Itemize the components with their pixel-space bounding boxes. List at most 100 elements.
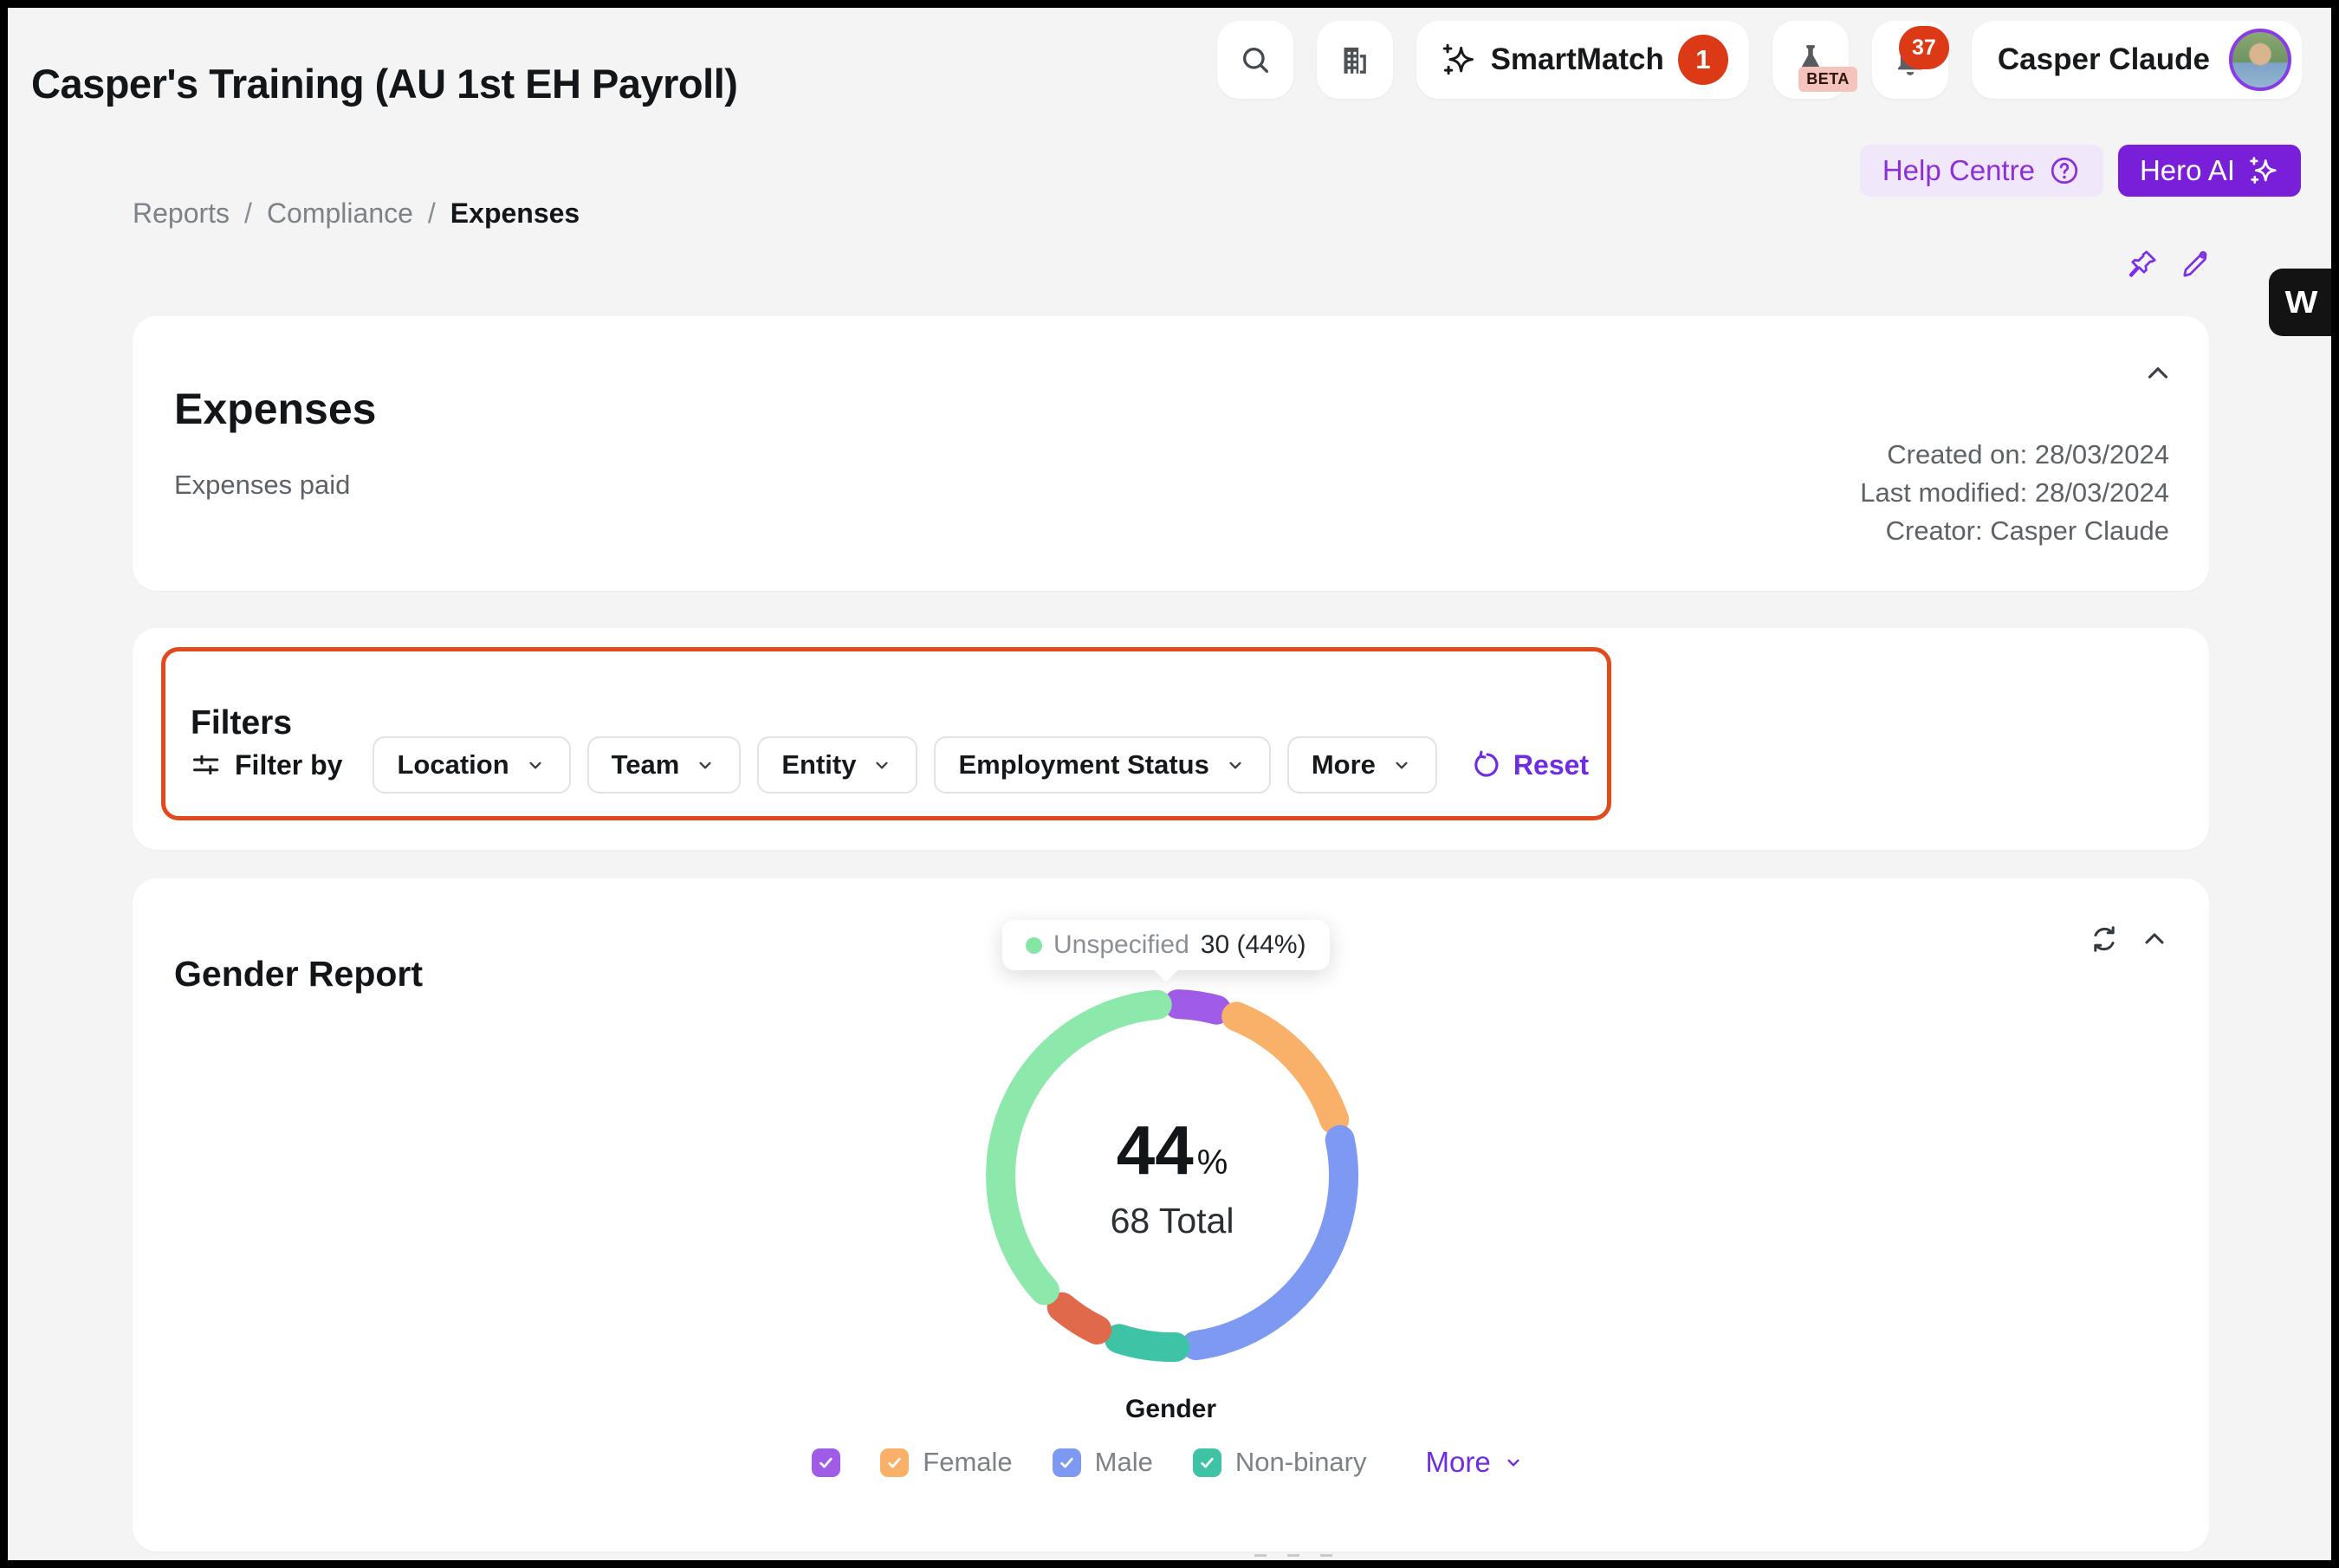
created-on-text: Created on: 28/03/2024	[1860, 436, 2169, 474]
breadcrumb-item-reports[interactable]: Reports	[133, 198, 230, 230]
legend-item-male[interactable]: Male	[1053, 1447, 1153, 1478]
filter-dropdowns: Location Team Entity Employment Status More	[373, 736, 1453, 794]
filter-dropdown-team[interactable]: Team	[587, 736, 742, 794]
chart-tooltip: Unspecified 30 (44%)	[1002, 920, 1330, 970]
gender-report-title: Gender Report	[174, 954, 423, 995]
hero-ai-label: Hero AI	[2140, 154, 2235, 187]
notification-badge: 37	[1899, 26, 1949, 69]
legend-more-label: More	[1426, 1446, 1491, 1479]
collapse-expenses-button[interactable]	[2136, 356, 2171, 391]
dropdown-label: Location	[397, 749, 509, 781]
legend-checkbox[interactable]	[880, 1448, 909, 1477]
donut-segment-unlabeled[interactable]	[1062, 1307, 1098, 1330]
gender-card-tools	[2088, 923, 2171, 956]
smartmatch-label: SmartMatch	[1491, 42, 1664, 77]
filters-card: Filters Filter by LocationTeamEntityEmpl…	[133, 628, 2209, 850]
question-circle-icon	[2048, 154, 2081, 187]
filter-dropdown-entity[interactable]: Entity	[757, 736, 917, 794]
expenses-card: Expenses Expenses paid Created on: 28/03…	[133, 316, 2209, 591]
filter-dropdown-more[interactable]: More	[1287, 736, 1437, 794]
legend-item-unlabeled[interactable]	[812, 1448, 840, 1477]
filter-dropdown-employment-status[interactable]: Employment Status	[934, 736, 1270, 794]
reset-icon	[1473, 750, 1502, 780]
chevron-down-icon	[871, 754, 893, 776]
expenses-title: Expenses	[174, 384, 376, 434]
sliders-icon	[191, 749, 222, 781]
reset-label: Reset	[1513, 749, 1589, 781]
tooltip-dot	[1026, 937, 1042, 954]
chart-legend: Female Male Non-binary More	[133, 1445, 2209, 1480]
breadcrumb-item-compliance[interactable]: Compliance	[267, 198, 413, 230]
building-icon	[1338, 42, 1372, 77]
report-meta: Created on: 28/03/2024 Last modified: 28…	[1860, 436, 2169, 550]
help-centre-button[interactable]: Help Centre	[1860, 145, 2103, 197]
page-title: Casper's Training (AU 1st EH Payroll)	[31, 60, 737, 107]
legend-label: Female	[923, 1447, 1012, 1478]
profile-name: Casper Claude	[1998, 42, 2210, 77]
legend-checkbox[interactable]	[1053, 1448, 1081, 1477]
chevron-down-icon	[1390, 754, 1413, 776]
chevron-down-icon	[524, 754, 547, 776]
labs-button[interactable]: BETA	[1772, 21, 1849, 99]
chevron-down-icon	[1502, 1451, 1525, 1474]
page: { "app": { "title": "Casper's Training (…	[0, 0, 2339, 1568]
last-modified-text: Last modified: 28/03/2024	[1860, 474, 2169, 512]
donut-segment-female[interactable]	[1236, 1016, 1334, 1119]
donut-segment-unspecified[interactable]	[1001, 1005, 1157, 1291]
pin-button[interactable]	[2126, 248, 2159, 281]
gender-donut-chart[interactable]	[969, 972, 1376, 1379]
donut-segment-non-binary[interactable]	[1119, 1338, 1176, 1347]
check-icon	[815, 1452, 837, 1474]
help-centre-label: Help Centre	[1882, 154, 2035, 187]
w-logo: W	[2285, 285, 2316, 321]
chevron-down-icon	[694, 754, 716, 776]
chevron-down-icon	[1224, 754, 1247, 776]
hero-ai-button[interactable]: Hero AI	[2118, 145, 2301, 197]
donut-segment-unlabeled[interactable]	[1178, 1004, 1216, 1010]
filters-highlight-outline: Filters Filter by LocationTeamEntityEmpl…	[161, 647, 1611, 820]
check-icon	[884, 1452, 905, 1474]
legend-label: Male	[1095, 1447, 1153, 1478]
expenses-subtitle: Expenses paid	[174, 470, 350, 501]
refresh-icon	[2089, 923, 2120, 955]
breadcrumb-separator: /	[428, 198, 436, 230]
reset-filters-button[interactable]: Reset	[1468, 748, 1594, 782]
breadcrumb-separator: /	[244, 198, 252, 230]
notifications-button[interactable]: 37	[1872, 21, 1948, 99]
cutoff-content-hint	[1254, 1554, 1332, 1557]
filter-dropdown-location[interactable]: Location	[373, 736, 570, 794]
check-icon	[1056, 1452, 1078, 1474]
profile-button[interactable]: Casper Claude	[1972, 21, 2302, 99]
page-tools	[2126, 248, 2211, 281]
pencil-icon	[2178, 248, 2211, 281]
video-widget-tab[interactable]: W	[2269, 269, 2331, 336]
legend-label: Non-binary	[1235, 1447, 1367, 1478]
filter-row: Filter by Location Team Entity Employment S…	[191, 736, 1594, 794]
topbar-actions: SmartMatch 1 BETA 37 Casper Claude	[1217, 21, 2302, 99]
check-icon	[1196, 1452, 1218, 1474]
legend-checkbox[interactable]	[812, 1448, 840, 1477]
donut-segment-male[interactable]	[1196, 1140, 1344, 1345]
legend-item-female[interactable]: Female	[880, 1447, 1012, 1478]
legend-item-non-binary[interactable]: Non-binary	[1193, 1447, 1367, 1478]
search-button[interactable]	[1217, 21, 1293, 99]
smartmatch-button[interactable]: SmartMatch 1	[1416, 21, 1749, 99]
breadcrumb-item-expenses: Expenses	[450, 198, 580, 230]
sparkle-icon	[1441, 42, 1477, 78]
dropdown-label: More	[1312, 749, 1376, 781]
gender-report-card: Gender Report Unspecified 30 (44%) 44 % …	[133, 878, 2209, 1552]
collapse-report-button[interactable]	[2138, 923, 2171, 956]
bell-wrapper: 37	[1892, 40, 1928, 80]
filter-by-label: Filter by	[235, 749, 342, 781]
edit-button[interactable]	[2178, 248, 2211, 281]
legend-more-button[interactable]: More	[1421, 1445, 1530, 1480]
refresh-report-button[interactable]	[2088, 923, 2121, 956]
organisation-button[interactable]	[1317, 21, 1393, 99]
chevron-up-icon	[2141, 357, 2174, 390]
sparkle-icon	[2248, 155, 2279, 186]
legend-checkbox[interactable]	[1193, 1448, 1221, 1477]
creator-text: Creator: Casper Claude	[1860, 512, 2169, 550]
tooltip-label: Unspecified	[1053, 930, 1189, 960]
pin-icon	[2126, 248, 2159, 281]
avatar	[2229, 29, 2291, 91]
